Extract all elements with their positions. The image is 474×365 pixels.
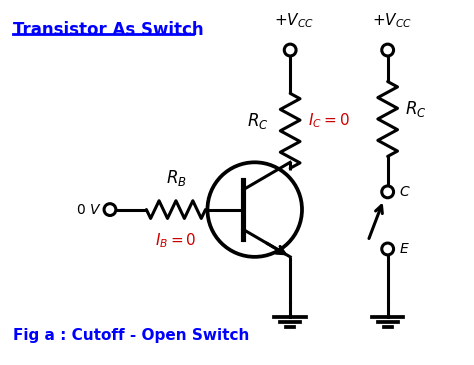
Text: $I_B = 0$: $I_B = 0$ [155, 231, 197, 250]
Text: $I_C = 0$: $I_C = 0$ [308, 112, 350, 130]
Text: Fig a : Cutoff - Open Switch: Fig a : Cutoff - Open Switch [13, 327, 250, 342]
Circle shape [382, 44, 393, 56]
Text: $E$: $E$ [400, 242, 410, 256]
Text: $R_C$: $R_C$ [405, 99, 427, 119]
Text: Transistor As Switch: Transistor As Switch [13, 20, 204, 38]
Circle shape [382, 243, 393, 255]
Text: $R_C$: $R_C$ [247, 111, 268, 131]
Circle shape [284, 44, 296, 56]
Circle shape [382, 186, 393, 198]
Circle shape [104, 204, 116, 215]
Text: $C$: $C$ [400, 185, 411, 199]
Text: $0\ V$: $0\ V$ [76, 203, 102, 216]
Text: $+V_{CC}$: $+V_{CC}$ [372, 12, 411, 30]
Text: $+V_{CC}$: $+V_{CC}$ [274, 12, 314, 30]
Text: $R_B$: $R_B$ [165, 168, 186, 188]
